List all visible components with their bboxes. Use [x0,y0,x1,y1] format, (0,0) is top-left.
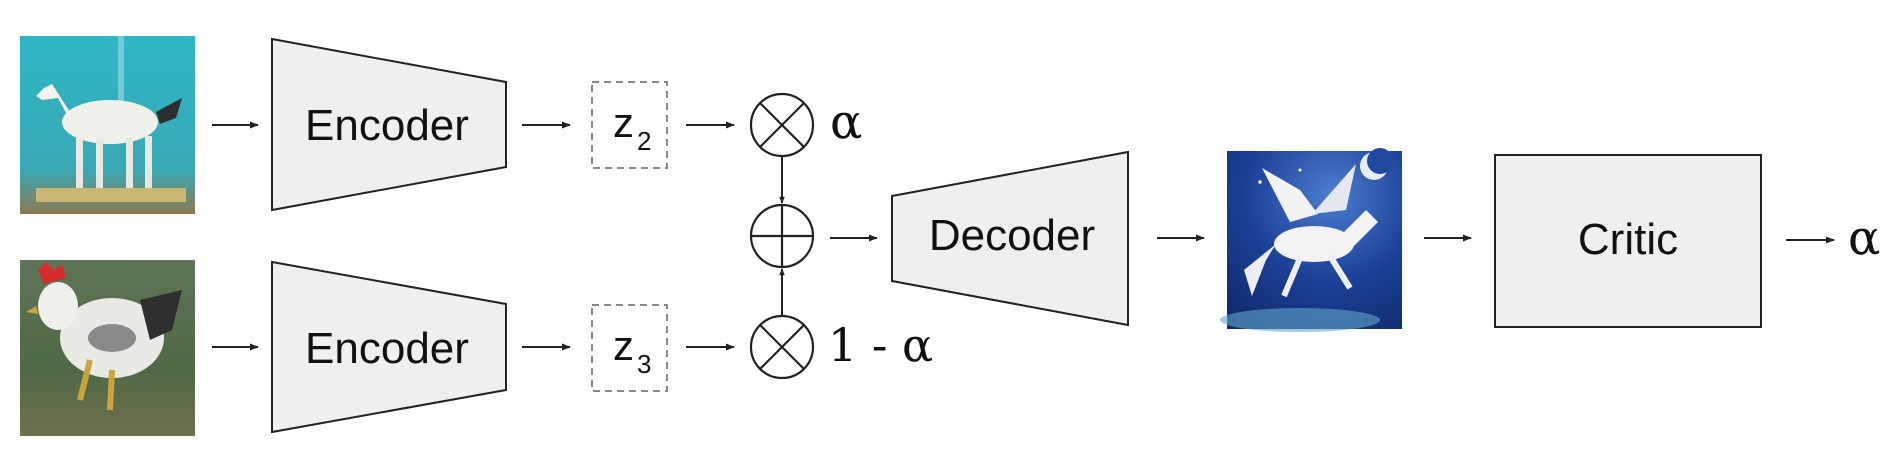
critic-label: Critic [1578,215,1678,264]
circled-times-icon [749,92,815,158]
latent-z2-label: z [613,99,634,146]
latent-z3: z 3 [591,304,668,392]
encoder-top-label: Encoder [305,101,469,150]
decoder-label: Decoder [929,211,1095,260]
input-image-rooster [20,260,195,436]
critic-output-alpha: α [1848,210,1880,266]
weight-one-minus-alpha-label: 1 - α [828,318,933,372]
encoder-bottom: Encoder [271,260,507,434]
weight-alpha-label: α [830,94,862,150]
latent-z2: z 2 [591,81,668,169]
encoder-bottom-label: Encoder [305,324,469,373]
decoder: Decoder [891,150,1129,327]
latent-z3-subscript: 3 [637,349,651,379]
latent-z2-subscript: 2 [637,126,651,156]
input-image-horse [20,36,195,214]
circled-times-icon [749,314,815,380]
critic: Critic [1494,154,1762,328]
output-image-pegasus [1220,148,1402,332]
encoder-top: Encoder [271,37,507,212]
latent-z3-label: z [613,322,634,369]
circled-plus-icon [749,203,815,269]
